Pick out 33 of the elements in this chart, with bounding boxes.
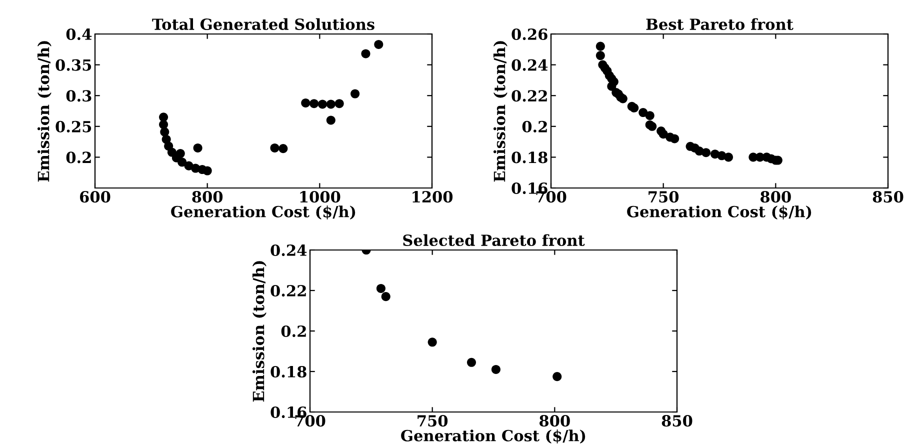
chart-title: Selected Pareto front [403,234,585,246]
x-axis-title: Generation Cost ($/h) [401,430,586,444]
chart-title: Total Generated Solutions [152,18,374,30]
x-tick-label: 800 [760,191,791,203]
x-tick-label: 750 [648,191,679,203]
x-tick-label: 850 [662,415,692,427]
y-tick-label: 0.18 [512,152,548,164]
y-tick-label: 0.24 [512,59,548,71]
x-tick-label: 1000 [300,191,340,203]
y-tick-label: 0.24 [270,244,307,256]
y-tick-label: 0.18 [270,366,306,378]
y-tick-label: 0.22 [270,284,306,297]
y-tick-label: 0.2 [66,152,91,164]
y-tick-label: 0.3 [66,90,92,102]
x-tick-label: 750 [418,415,448,427]
y-axis-title: Emission (ton/h) [252,261,266,402]
y-tick-label: 0.25 [56,120,92,132]
y-tick-label: 0.2 [522,120,547,132]
y-tick-label: 0.22 [512,90,547,102]
x-axis-title: Generation Cost ($/h) [627,206,812,220]
x-tick-label: 850 [872,191,904,203]
x-tick-label: 800 [540,415,570,427]
y-axis-title: Emission (ton/h) [493,41,508,182]
x-axis-title: Generation Cost ($/h) [171,206,356,220]
chart-title: Best Pareto front [646,18,794,30]
y-tick-label: 0.4 [66,28,92,40]
x-tick-label: 800 [192,191,223,203]
y-tick-label: 0.35 [56,59,92,71]
y-axis-title: Emission (ton/h) [37,41,52,182]
x-tick-label: 1200 [412,191,453,203]
x-tick-label: 600 [80,191,110,203]
y-tick-label: 0.2 [281,325,306,338]
y-tick-label: 0.26 [512,28,548,40]
